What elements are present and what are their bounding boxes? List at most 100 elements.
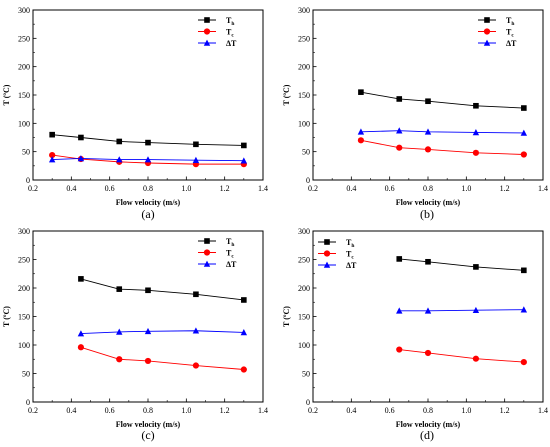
legend-label: Tc: [506, 28, 514, 39]
x-tick-label: 0.4: [66, 184, 76, 193]
data-point: [116, 328, 123, 335]
data-point: [472, 149, 480, 156]
data-point: [396, 144, 403, 151]
y-tick-label: 250: [18, 256, 30, 265]
data-point: [192, 156, 200, 163]
data-point: [424, 349, 432, 357]
y-tick-label: 250: [18, 34, 30, 43]
data-point: [116, 138, 123, 145]
data-point: [192, 327, 200, 334]
panel-caption: (a): [141, 207, 154, 221]
panel-caption: (d): [420, 428, 434, 442]
data-point: [116, 156, 123, 163]
y-axis-label: T (ºC): [2, 306, 11, 327]
data-point: [472, 129, 480, 136]
data-point: [425, 258, 431, 265]
y-tick-label: 200: [298, 284, 310, 293]
data-point: [240, 366, 247, 373]
x-axis-label: Flow velocity (m/s): [116, 420, 181, 429]
y-tick-label: 0: [26, 176, 30, 185]
data-point: [396, 346, 403, 353]
data-point: [473, 264, 479, 270]
x-tick-label: 1.2: [500, 406, 510, 415]
y-tick-label: 150: [298, 91, 310, 100]
chart-panel-4: 0.2 0.4 0.6 0.8 1.0 1.2 1.4 0 50 100 150 200 250 300 F…: [282, 227, 548, 442]
data-point: [424, 128, 432, 135]
series-line: [360, 130, 524, 134]
data-point: [358, 89, 364, 95]
y-tick-label: 200: [298, 63, 310, 72]
series-delta: [48, 155, 248, 164]
legend-marker: [204, 238, 210, 244]
legend-marker: [324, 239, 330, 245]
x-tick-label: 1.4: [538, 184, 548, 193]
x-tick-label: 1.2: [220, 184, 230, 193]
legend-marker: [203, 39, 211, 46]
legend-marker: [483, 39, 491, 46]
data-point: [241, 142, 247, 149]
legend-label: Th: [226, 16, 234, 27]
data-point: [521, 267, 527, 274]
legend-label: Tc: [226, 28, 234, 39]
x-tick-label: 0.8: [423, 406, 433, 415]
legend-label: Th: [346, 238, 354, 249]
series-c: [357, 137, 527, 158]
data-point: [77, 344, 85, 351]
data-point: [396, 96, 403, 102]
legend-marker: [203, 260, 211, 267]
data-point: [145, 287, 151, 294]
y-tick-label: 50: [302, 370, 310, 379]
x-tick-label: 0.6: [385, 406, 395, 415]
data-point: [473, 102, 479, 109]
x-tick-label: 0.8: [143, 184, 153, 193]
x-tick-label: 0.8: [423, 184, 433, 193]
x-tick-label: 1.0: [461, 406, 471, 415]
series-delta: [77, 327, 248, 337]
data-point: [357, 137, 365, 144]
x-tick-label: 0.4: [346, 406, 356, 415]
x-axis-label: Flow velocity (m/s): [396, 198, 461, 207]
data-point: [116, 286, 123, 292]
data-point: [193, 141, 199, 148]
x-tick-label: 1.4: [258, 406, 268, 415]
x-tick-label: 0.4: [66, 406, 76, 415]
x-tick-label: 1.0: [181, 406, 191, 415]
series-delta: [357, 127, 528, 136]
legend-label: ΔT: [226, 39, 237, 48]
series-line: [360, 139, 524, 155]
legend-marker: [484, 17, 490, 23]
legend-label: ΔT: [226, 260, 237, 269]
y-tick-label: 200: [18, 63, 30, 72]
data-point: [77, 155, 85, 162]
y-tick-label: 150: [18, 313, 30, 322]
data-point: [240, 329, 248, 336]
data-point: [472, 306, 480, 314]
x-tick-label: 1.4: [538, 406, 548, 415]
series-line: [80, 346, 244, 370]
x-tick-label: 0.2: [28, 184, 38, 193]
y-tick-label: 100: [18, 119, 30, 128]
y-axis-label: T (ºC): [282, 84, 291, 105]
legend-label: Th: [506, 16, 514, 27]
data-point: [240, 157, 248, 164]
data-point: [472, 355, 480, 362]
legend-marker: [203, 28, 211, 35]
legend-marker: [323, 250, 331, 257]
y-tick-label: 250: [298, 256, 310, 265]
data-point: [521, 105, 527, 111]
series-c: [396, 346, 527, 366]
series-line: [399, 309, 524, 312]
chart-panel-2: 0.2 0.4 0.6 0.8 1.0 1.2 1.4 0 50 100 150 200 250 300 F…: [282, 6, 548, 221]
data-point: [116, 356, 123, 363]
legend-label: ΔT: [346, 261, 357, 270]
series-line: [360, 91, 524, 109]
data-point: [145, 139, 151, 146]
x-axis-label: Flow velocity (m/s): [396, 420, 461, 429]
data-point: [144, 156, 152, 163]
legend-marker: [323, 261, 331, 268]
series-line: [80, 278, 244, 301]
y-tick-label: 300: [298, 227, 310, 236]
x-tick-label: 0.2: [308, 406, 318, 415]
